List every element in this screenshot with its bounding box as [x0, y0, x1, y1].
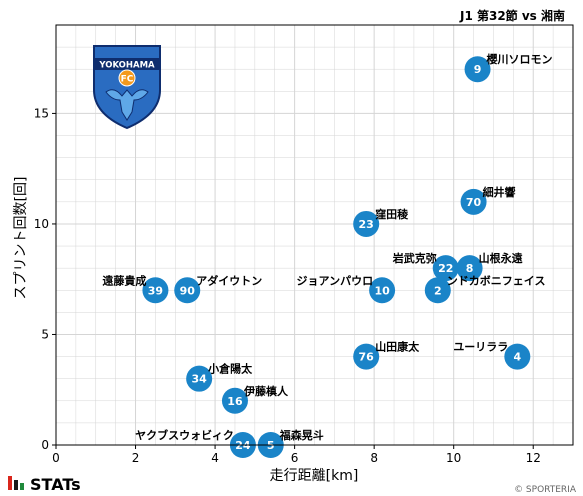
point-marker [456, 255, 483, 282]
point-number: 76 [359, 351, 375, 364]
credit-text: © SPORTERIA [514, 485, 577, 495]
point-marker [464, 56, 491, 83]
x-tick-label: 4 [211, 451, 219, 465]
brand-name: STATs [30, 475, 81, 494]
point-marker [221, 387, 248, 414]
y-tick-label: 15 [34, 106, 49, 120]
point-marker [460, 188, 487, 215]
point-marker [504, 343, 531, 370]
point-number: 23 [359, 218, 374, 231]
point-number: 8 [466, 262, 474, 275]
point-number: 90 [180, 284, 196, 297]
stats-brand: STATs [8, 475, 81, 494]
emblem-fc-circle [118, 69, 136, 87]
point-label: ヤクブスウォビィク [135, 428, 234, 442]
x-ticks: 0 2 4 6 8 10 12 [52, 445, 541, 465]
point-number: 2 [434, 284, 442, 297]
y-tick-label: 5 [41, 327, 49, 341]
point-marker [186, 365, 213, 392]
point-marker [142, 277, 169, 304]
emblem-phoenix [105, 89, 149, 121]
point-label: 山根永遠 [479, 251, 523, 265]
point-marker [353, 343, 380, 370]
brand-bar-green [20, 483, 24, 490]
x-tick-label: 0 [52, 451, 60, 465]
point-label: ユーリララ [453, 341, 508, 354]
point-label: 小倉陽太 [207, 362, 253, 376]
point-label: 福森晃斗 [279, 428, 324, 442]
point-label: 遠藤貴成 [102, 273, 146, 287]
x-tick-label: 10 [446, 451, 461, 465]
point-marker [174, 277, 201, 304]
brand-bar-red [8, 476, 12, 490]
yokohama-fc-emblem: YOKOHAMA FC [93, 45, 161, 130]
y-tick-label: 0 [41, 438, 49, 452]
x-tick-label: 8 [370, 451, 378, 465]
point-marker [353, 210, 380, 237]
point-number: 10 [374, 284, 390, 297]
point-label: 窪田稜 [375, 207, 409, 221]
x-tick-label: 12 [526, 451, 541, 465]
brand-bar-dark [14, 480, 18, 490]
emblem-text: YOKOHAMA [98, 61, 155, 71]
x-tick-label: 6 [291, 451, 299, 465]
point-number: 4 [513, 351, 521, 364]
point-label: ンドカボニフェイス [447, 273, 546, 287]
chart-title: J1 第32節 vs 湘南 [459, 8, 565, 23]
y-axis-label: スプリント回数[回] [13, 177, 29, 300]
point-marker [369, 277, 396, 304]
player-point: 2 ンドカボニフェイス [424, 273, 546, 304]
point-number: 22 [438, 262, 453, 275]
plot-frame [55, 24, 574, 446]
point-number: 9 [474, 63, 482, 76]
x-axis-label: 走行距離[km] [270, 467, 359, 484]
point-label: 伊藤槙人 [243, 384, 289, 398]
point-label: アダイウトン [196, 273, 262, 287]
player-point: 8 山根永遠 [456, 251, 523, 282]
point-number: 39 [148, 284, 163, 297]
emblem-fc-text: FC [121, 75, 134, 85]
y-tick-label: 10 [34, 217, 49, 231]
point-marker [432, 255, 459, 282]
player-point: 4 ユーリララ [453, 341, 531, 370]
player-point: 9 櫻川ソロモン [464, 52, 553, 83]
point-label: 山田康太 [375, 340, 420, 354]
point-label: ジョアンパウロ [297, 274, 374, 287]
y-ticks: 0 5 10 15 [34, 106, 56, 452]
x-tick-label: 2 [132, 451, 140, 465]
point-marker [424, 277, 451, 304]
point-number: 34 [192, 373, 208, 386]
point-number: 16 [227, 395, 243, 408]
point-label: 岩武克弥 [392, 251, 437, 265]
emblem-banner [94, 58, 160, 70]
data-points: 9櫻川ソロモン70細井響23窪田稜22岩武克弥8山根永遠39遠藤貴成90アダイウ… [102, 52, 553, 458]
point-label: 櫻川ソロモン [486, 52, 553, 66]
point-number: 70 [466, 196, 482, 209]
point-label: 細井響 [483, 185, 516, 199]
